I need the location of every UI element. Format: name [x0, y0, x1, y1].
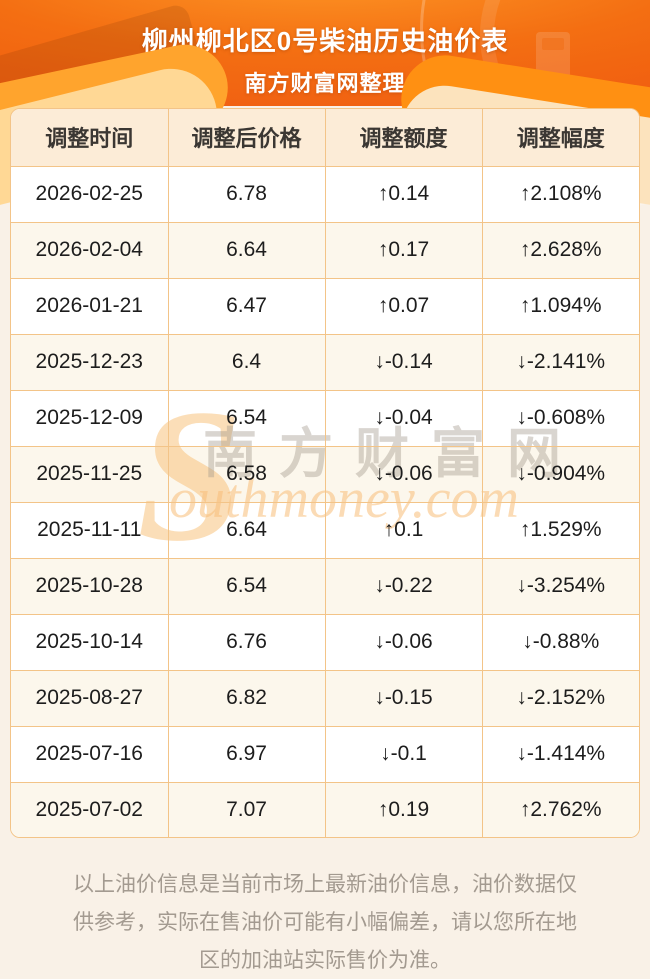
table-row: 2025-12-09 6.54 ↓-0.04 ↓-0.608% [11, 390, 639, 447]
price-table: 调整时间 调整后价格 调整额度 调整幅度 2026-02-25 6.78 ↑0.14… [11, 109, 639, 837]
cell-price: 6.78 [168, 166, 326, 223]
disclaimer-text: 以上油价信息是当前市场上最新油价信息，油价数据仅供参考，实际在售油价可能有小幅偏… [73, 873, 577, 972]
cell-date: 2025-12-09 [11, 390, 169, 447]
table-header-row: 调整时间 调整后价格 调整额度 调整幅度 [11, 109, 639, 167]
price-table-panel: S 南方财富网 outhmoney.com 调整时间 调整后价格 调整额度 调整… [10, 108, 640, 838]
cell-date: 2025-07-02 [11, 782, 169, 837]
cell-price: 6.64 [168, 502, 326, 559]
table-row: 2025-12-23 6.4 ↓-0.14 ↓-2.141% [11, 334, 639, 391]
cell-percent: ↓-0.608% [482, 390, 639, 447]
cell-percent: ↓-0.904% [482, 446, 639, 503]
cell-price: 6.97 [168, 726, 326, 783]
cell-price: 7.07 [168, 782, 326, 837]
table-row: 2026-02-04 6.64 ↑0.17 ↑2.628% [11, 222, 639, 279]
cell-date: 2025-10-14 [11, 614, 169, 671]
cell-change: ↓-0.1 [325, 726, 483, 783]
cell-percent: ↑2.628% [482, 222, 639, 279]
cell-percent: ↓-2.141% [482, 334, 639, 391]
cell-percent: ↑2.108% [482, 166, 639, 223]
column-header-percent: 调整幅度 [482, 109, 639, 167]
column-header-price: 调整后价格 [168, 109, 326, 167]
table-row: 2026-01-21 6.47 ↑0.07 ↑1.094% [11, 278, 639, 335]
table-row: 2025-10-28 6.54 ↓-0.22 ↓-3.254% [11, 558, 639, 615]
table-row: 2025-07-16 6.97 ↓-0.1 ↓-1.414% [11, 726, 639, 783]
cell-change: ↓-0.15 [325, 670, 483, 727]
cell-percent: ↓-2.152% [482, 670, 639, 727]
table-row: 2025-11-11 6.64 ↑0.1 ↑1.529% [11, 502, 639, 559]
cell-date: 2025-08-27 [11, 670, 169, 727]
cell-price: 6.54 [168, 558, 326, 615]
cell-date: 2025-11-25 [11, 446, 169, 503]
cell-date: 2025-10-28 [11, 558, 169, 615]
cell-change: ↑0.1 [325, 502, 483, 559]
cell-percent: ↑2.762% [519, 798, 602, 822]
column-header-change: 调整额度 [325, 109, 483, 167]
page-title: 柳州柳北区0号柴油历史油价表 [141, 26, 509, 56]
cell-price: 6.4 [168, 334, 326, 391]
table-row: 2025-07-02 7.07 ↑0.19 ↑2.762% [11, 782, 639, 837]
cell-change: ↓-0.22 [325, 558, 483, 615]
cell-change: ↓-0.04 [325, 390, 483, 447]
price-table-body: 2026-02-25 6.78 ↑0.14 ↑2.108% 2026-02-04 6.64… [11, 166, 639, 837]
column-header-date: 调整时间 [11, 109, 169, 167]
cell-date: 2025-11-11 [11, 502, 169, 559]
cell-change: ↑0.14 [325, 166, 483, 223]
cell-date: 2025-12-23 [11, 334, 169, 391]
cell-percent: ↑1.094% [482, 278, 639, 335]
cell-change: ↓-0.06 [325, 446, 483, 503]
cell-price: 6.47 [168, 278, 326, 335]
cell-date: 2026-02-25 [11, 166, 169, 223]
cell-price: 6.82 [168, 670, 326, 727]
table-row: 2025-10-14 6.76 ↓-0.06 ↓-0.88% [11, 614, 639, 671]
cell-price: 6.58 [168, 446, 326, 503]
cell-price: 6.64 [168, 222, 326, 279]
cell-date: 2025-07-16 [11, 726, 169, 783]
cell-date: 2026-01-21 [11, 278, 169, 335]
cell-percent: ↓-0.88% [482, 614, 639, 671]
table-row: 2026-02-25 6.78 ↑0.14 ↑2.108% [11, 166, 639, 223]
cell-percent: ↓-3.254% [482, 558, 639, 615]
cell-date: 2026-02-04 [11, 222, 169, 279]
cell-price: 6.76 [168, 614, 326, 671]
cell-change: ↑0.17 [325, 222, 483, 279]
cell-percent: ↓-1.414% [482, 726, 639, 783]
cell-change: ↓-0.14 [325, 334, 483, 391]
page-subtitle: 南方财富网整理 [244, 71, 406, 96]
cell-change: ↑0.07 [325, 278, 483, 335]
cell-percent: ↑1.529% [482, 502, 639, 559]
cell-change: ↑0.19 [325, 782, 483, 837]
table-row: 2025-08-27 6.82 ↓-0.15 ↓-2.152% [11, 670, 639, 727]
cell-change: ↓-0.06 [325, 614, 483, 671]
cell-price: 6.54 [168, 390, 326, 447]
table-row: 2025-11-25 6.58 ↓-0.06 ↓-0.904% [11, 446, 639, 503]
